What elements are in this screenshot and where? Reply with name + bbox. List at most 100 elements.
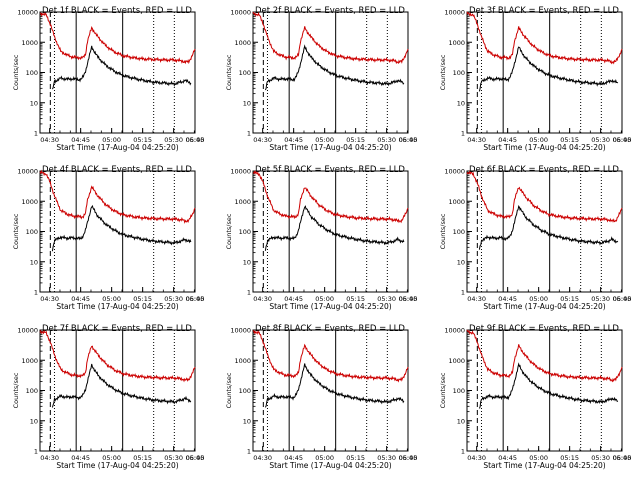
- y-tick-label: 10000: [444, 9, 465, 17]
- lld-series-line: [252, 170, 409, 224]
- chart-title: Det 5f BLACK = Events, RED = LLD: [255, 165, 405, 175]
- chart-title: Det 1f BLACK = Events, RED = LLD: [42, 6, 192, 16]
- x-tick-label: 05:30: [164, 295, 183, 303]
- events-series-line: [264, 205, 405, 251]
- x-tick-label: 05:30: [377, 136, 396, 144]
- x-tick-label: 04:45: [284, 454, 303, 462]
- x-tick-label: 05:30: [591, 136, 610, 144]
- y-tick-label: 100: [239, 228, 251, 236]
- chart-title: Det 2f BLACK = Events, RED = LLD: [255, 6, 405, 16]
- y-tick-label: 100: [453, 69, 465, 77]
- events-series-line: [478, 46, 619, 92]
- chart-panel: Det 2f BLACK = Events, RED = LLD 1 10 100 10…: [225, 6, 417, 152]
- x-tick-label: 06:00: [613, 454, 632, 462]
- x-tick-label: 05:00: [529, 295, 548, 303]
- x-tick-label: 04:45: [284, 136, 303, 144]
- chart-title: Det 6f BLACK = Events, RED = LLD: [469, 165, 619, 175]
- y-tick-label: 100: [453, 228, 465, 236]
- y-axis-label: Counts/sec: [439, 372, 447, 408]
- lld-series-line: [39, 169, 196, 224]
- chart-panel: Det 5f BLACK = Events, RED = LLD 1 10 100 10…: [225, 165, 417, 311]
- y-tick-label: 10000: [17, 168, 38, 176]
- y-tick-label: 10000: [17, 327, 38, 335]
- y-tick-label: 10: [30, 99, 38, 107]
- x-tick-label: 04:30: [40, 454, 59, 462]
- lld-series-line: [466, 329, 623, 383]
- lld-series-line: [466, 11, 623, 65]
- x-tick-label: 05:45: [399, 454, 418, 462]
- chart-panel: Det 3f BLACK = Events, RED = LLD 1 10 100 10…: [439, 6, 631, 152]
- y-tick-label: 100: [26, 387, 38, 395]
- y-tick-label: 10000: [444, 168, 465, 176]
- x-tick-label: 05:15: [560, 295, 579, 303]
- x-tick-label: 04:30: [40, 136, 59, 144]
- y-tick-label: 10: [243, 99, 251, 107]
- x-tick-label: 05:00: [315, 454, 334, 462]
- x-tick-label: 05:30: [591, 295, 610, 303]
- y-tick-label: 10000: [17, 9, 38, 17]
- events-series-line: [264, 44, 405, 91]
- y-tick-label: 1000: [21, 198, 38, 206]
- chart-panel: Det 8f BLACK = Events, RED = LLD 1 10 100 10…: [225, 324, 417, 470]
- x-tick-label: 05:00: [102, 295, 121, 303]
- y-tick-label: 1: [461, 130, 465, 138]
- x-tick-label: 05:30: [591, 454, 610, 462]
- x-tick-label: 04:30: [253, 136, 272, 144]
- x-tick-label: 05:15: [133, 136, 152, 144]
- plot-frame: [252, 329, 409, 452]
- chart-panel: Det 1f BLACK = Events, RED = LLD 1 10 100 10…: [12, 6, 204, 152]
- y-tick-label: 10: [30, 258, 38, 266]
- chart-title: Det 4f BLACK = Events, RED = LLD: [42, 165, 192, 175]
- x-tick-label: 06:00: [399, 454, 418, 462]
- x-tick-label: 05:15: [560, 454, 579, 462]
- y-tick-label: 1: [247, 130, 251, 138]
- x-tick-label: 05:45: [613, 136, 632, 144]
- y-tick-label: 1000: [234, 198, 251, 206]
- y-tick-label: 10000: [230, 327, 251, 335]
- x-tick-label: 05:15: [346, 136, 365, 144]
- y-tick-label: 10000: [444, 327, 465, 335]
- x-tick-label: 04:30: [253, 454, 272, 462]
- x-tick-label: 05:45: [613, 295, 632, 303]
- lld-series-line: [39, 12, 196, 65]
- y-tick-label: 1: [247, 448, 251, 456]
- events-series-line: [51, 204, 192, 252]
- x-tick-label: 05:45: [186, 295, 205, 303]
- y-tick-label: 100: [239, 69, 251, 77]
- y-tick-label: 100: [453, 387, 465, 395]
- y-tick-label: 1000: [448, 198, 465, 206]
- x-tick-label: 05:15: [346, 295, 365, 303]
- x-tick-label: 06:00: [399, 136, 418, 144]
- x-tick-label: 05:00: [102, 136, 121, 144]
- y-tick-label: 1: [461, 448, 465, 456]
- x-tick-label: 06:00: [186, 454, 205, 462]
- chart-panel: Det 7f BLACK = Events, RED = LLD 1 10 100 10…: [12, 324, 204, 470]
- y-axis-label: Counts/sec: [12, 372, 20, 408]
- x-tick-label: 05:45: [399, 136, 418, 144]
- x-tick-label: 05:00: [529, 136, 548, 144]
- events-series-line: [51, 363, 192, 408]
- y-tick-label: 1: [34, 289, 38, 297]
- x-tick-label: 06:00: [613, 136, 632, 144]
- x-tick-label: 05:00: [315, 136, 334, 144]
- y-tick-label: 10000: [230, 168, 251, 176]
- x-axis-label: Start Time (17-Aug-04 04:25:20): [269, 302, 391, 311]
- y-tick-label: 10000: [230, 9, 251, 17]
- y-axis-label: Counts/sec: [225, 54, 233, 90]
- chart-title: Det 3f BLACK = Events, RED = LLD: [469, 6, 619, 16]
- x-axis-label: Start Time (17-Aug-04 04:25:20): [483, 143, 605, 152]
- x-tick-label: 05:00: [102, 454, 121, 462]
- x-axis-label: Start Time (17-Aug-04 04:25:20): [483, 461, 605, 470]
- y-tick-label: 1000: [448, 39, 465, 47]
- x-tick-label: 05:00: [315, 295, 334, 303]
- lld-series-line: [466, 170, 623, 223]
- chart-panel: Det 4f BLACK = Events, RED = LLD 1 10 100 10…: [12, 165, 204, 311]
- x-axis-label: Start Time (17-Aug-04 04:25:20): [56, 302, 178, 311]
- events-series-line: [51, 45, 192, 90]
- x-tick-label: 05:15: [346, 454, 365, 462]
- y-tick-label: 1000: [21, 357, 38, 365]
- x-tick-label: 05:45: [399, 295, 418, 303]
- y-axis-label: Counts/sec: [225, 213, 233, 249]
- x-tick-label: 05:45: [613, 454, 632, 462]
